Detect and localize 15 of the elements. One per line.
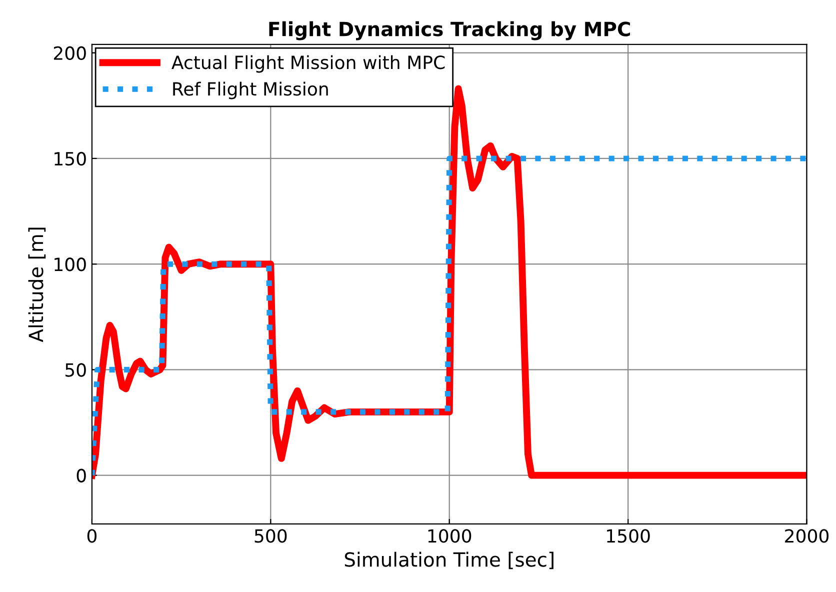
y-axis-title: Altitude [m] <box>28 228 46 342</box>
y-tick-label: 150 <box>54 152 86 166</box>
x-tick-label: 0 <box>87 529 97 543</box>
y-tick-label: 50 <box>66 363 86 377</box>
chart-title: Flight Dynamics Tracking by MPC <box>269 21 630 40</box>
y-tick-label: 100 <box>54 258 86 272</box>
x-tick-label: 1500 <box>607 529 650 543</box>
x-tick-label: 1000 <box>428 529 472 543</box>
x-tick-label: 500 <box>254 529 287 543</box>
legend-label: Actual Flight Mission with MPC <box>172 55 445 73</box>
y-tick-label: 0 <box>76 468 86 482</box>
x-axis-title: Simulation Time [sec] <box>344 552 554 570</box>
x-tick-label: 2000 <box>785 529 829 543</box>
legend-label: Ref Flight Mission <box>173 82 328 100</box>
y-tick-label: 200 <box>54 46 86 60</box>
